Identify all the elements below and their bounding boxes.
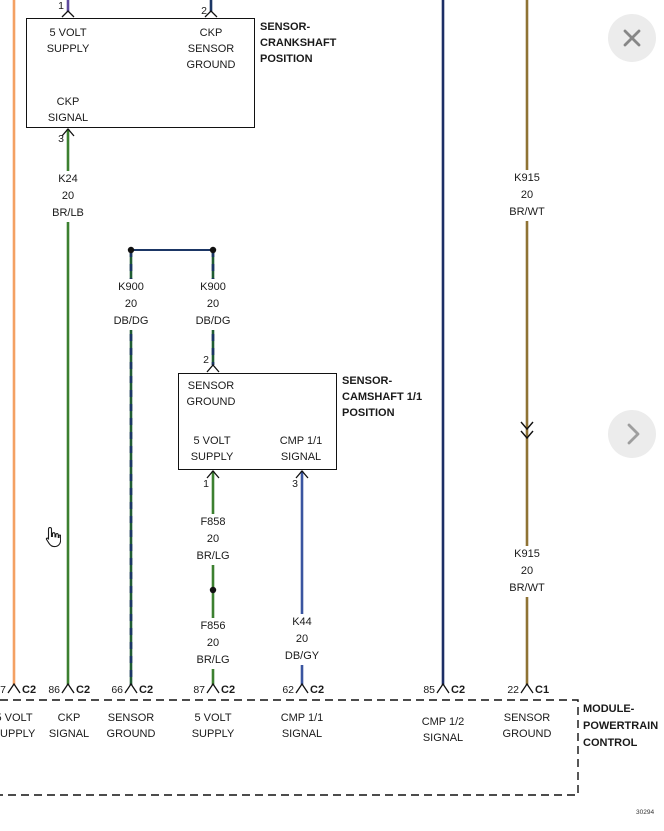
cmp-pin1-label: 5 VOLT SUPPLY <box>190 435 234 463</box>
pcm-pin-number: 86 <box>48 684 60 696</box>
ckp-pin2-number: 2 <box>201 5 207 17</box>
cmp-sensor-box <box>178 373 337 470</box>
pcm-pin-function: CMP 1/1 SIGNAL <box>280 712 324 740</box>
wire-break-chevron-2 <box>520 430 534 440</box>
pcm-conn-label: C2 <box>139 684 154 696</box>
pcm-pin-function: SENSOR GROUND <box>106 712 156 740</box>
pin-chevron-cmp-2 <box>206 364 220 373</box>
pcm-pin-function: SENSOR GROUND <box>502 712 552 740</box>
splice-dot-right <box>209 246 217 254</box>
pcm-conn-label: C2 <box>221 684 236 696</box>
splice-dot-f856 <box>209 586 217 594</box>
pcm-pin-function: CKP SIGNAL <box>48 712 90 740</box>
splice-dot-left <box>127 246 135 254</box>
pcm-module-title: MODULE- POWERTRAIN CONTROL <box>583 703 659 749</box>
pcm-pin-number: 85 <box>423 684 435 696</box>
pin-chevron-ckp-2 <box>204 10 218 18</box>
ckp-pin3-number: 3 <box>58 133 64 145</box>
next-page-button[interactable] <box>608 410 656 458</box>
cmp-pin1-number: 1 <box>203 478 209 490</box>
ckp-pin2-label: CKP SENSOR GROUND <box>186 27 236 71</box>
close-button[interactable] <box>608 14 656 62</box>
pcm-pin-number: 62 <box>282 684 294 696</box>
wire-break-chevron-1 <box>520 421 534 431</box>
wire-label-k900-left: K900 20 DB/DG <box>111 279 151 330</box>
wire-label-k915-upper: K915 20 BR/WT <box>507 170 547 221</box>
ckp-pin1-label: 5 VOLT SUPPLY <box>46 27 90 55</box>
ckp-pin3-label: CKP SIGNAL <box>47 96 89 124</box>
pin-chevron-ckp-3 <box>61 128 75 137</box>
pcm-chevron-66 <box>124 682 138 694</box>
pcm-pin-number: 22 <box>507 684 519 696</box>
pcm-chevron-86 <box>61 682 75 694</box>
wire-label-f858: F858 20 BR/LG <box>194 514 232 565</box>
pin-chevron-ckp-1 <box>61 10 75 18</box>
chevron-right-icon <box>627 423 640 445</box>
pcm-chevron-85 <box>436 682 450 694</box>
pcm-chevron-62 <box>295 682 309 694</box>
hand-cursor-icon <box>45 526 61 548</box>
pcm-pin-function: 5 VOLT SUPPLY <box>0 712 36 740</box>
pcm-conn-label: C1 <box>535 684 550 696</box>
wire-label-k900-right: K900 20 DB/DG <box>193 279 233 330</box>
close-icon <box>623 29 641 47</box>
pcm-pin-number: 87 <box>193 684 205 696</box>
cmp-pin2-number: 2 <box>203 354 209 366</box>
pin-chevron-cmp-3 <box>295 470 309 479</box>
cmp-box-title: SENSOR- CAMSHAFT 1/1 POSITION <box>342 375 423 419</box>
wire-label-k44: K44 20 DB/GY <box>282 614 322 665</box>
pcm-conn-label: C2 <box>310 684 325 696</box>
diagram-footnote: 30294 <box>636 809 655 816</box>
cmp-pin2-label: SENSOR GROUND <box>186 380 236 408</box>
pcm-chevron-22 <box>520 682 534 694</box>
pcm-conn-label: C2 <box>76 684 91 696</box>
ckp-box-title: SENSOR- CRANKSHAFT POSITION <box>260 21 337 65</box>
wire-label-k24: K24 20 BR/LB <box>50 171 86 222</box>
ckp-sensor-box <box>26 18 255 128</box>
pcm-chevron-87 <box>206 682 220 694</box>
pcm-chevron-7 <box>7 682 21 694</box>
cmp-pin3-label: CMP 1/1 SIGNAL <box>279 435 323 463</box>
pcm-pin-function: 5 VOLT SUPPLY <box>191 712 235 740</box>
pcm-conn-label: C2 <box>22 684 37 696</box>
wire-label-f856: F856 20 BR/LG <box>194 618 232 669</box>
pcm-pin-number: 66 <box>111 684 123 696</box>
pcm-pin-number: 7 <box>0 684 6 696</box>
pcm-pin-function: CMP 1/2 SIGNAL <box>421 716 465 744</box>
ckp-pin1-number: 1 <box>58 0 64 12</box>
pcm-dashed-outline <box>0 699 579 796</box>
wire-label-k915-lower: K915 20 BR/WT <box>507 546 547 597</box>
cmp-pin3-number: 3 <box>292 478 298 490</box>
pin-chevron-cmp-1 <box>206 470 220 479</box>
pcm-conn-label: C2 <box>451 684 466 696</box>
